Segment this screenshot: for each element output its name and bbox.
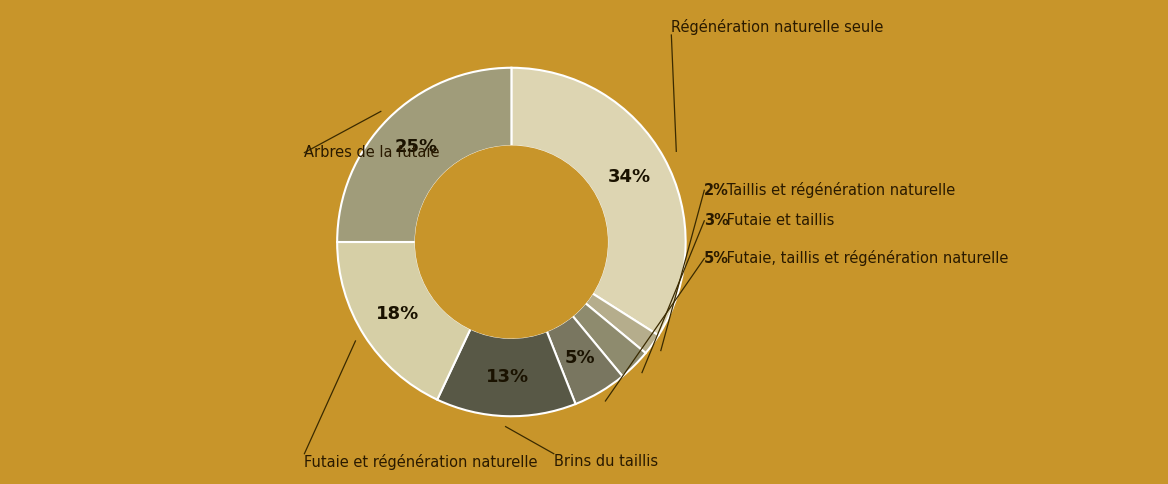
Text: 25%: 25% xyxy=(395,137,438,155)
Text: Futaie et taillis: Futaie et taillis xyxy=(722,213,834,228)
Text: Brins du taillis: Brins du taillis xyxy=(554,454,658,469)
Wedge shape xyxy=(437,329,576,416)
Wedge shape xyxy=(572,303,646,376)
Text: 18%: 18% xyxy=(376,305,419,323)
Text: 5%: 5% xyxy=(704,251,729,266)
Wedge shape xyxy=(338,68,512,242)
Text: Arbres de la futaie: Arbres de la futaie xyxy=(305,145,440,160)
Text: 3%: 3% xyxy=(704,213,729,228)
Text: 5%: 5% xyxy=(565,349,596,367)
Text: Taillis et régénération naturelle: Taillis et régénération naturelle xyxy=(722,182,954,198)
Text: 34%: 34% xyxy=(609,168,652,186)
Wedge shape xyxy=(547,316,623,404)
Wedge shape xyxy=(512,68,686,335)
Text: Futaie et régénération naturelle: Futaie et régénération naturelle xyxy=(305,454,538,469)
Text: 13%: 13% xyxy=(486,368,529,386)
Text: 2%: 2% xyxy=(704,183,729,198)
Text: Régénération naturelle seule: Régénération naturelle seule xyxy=(672,19,884,35)
Wedge shape xyxy=(585,293,659,353)
Text: Futaie, taillis et régénération naturelle: Futaie, taillis et régénération naturell… xyxy=(722,250,1008,267)
Wedge shape xyxy=(338,242,471,400)
Circle shape xyxy=(416,146,607,338)
